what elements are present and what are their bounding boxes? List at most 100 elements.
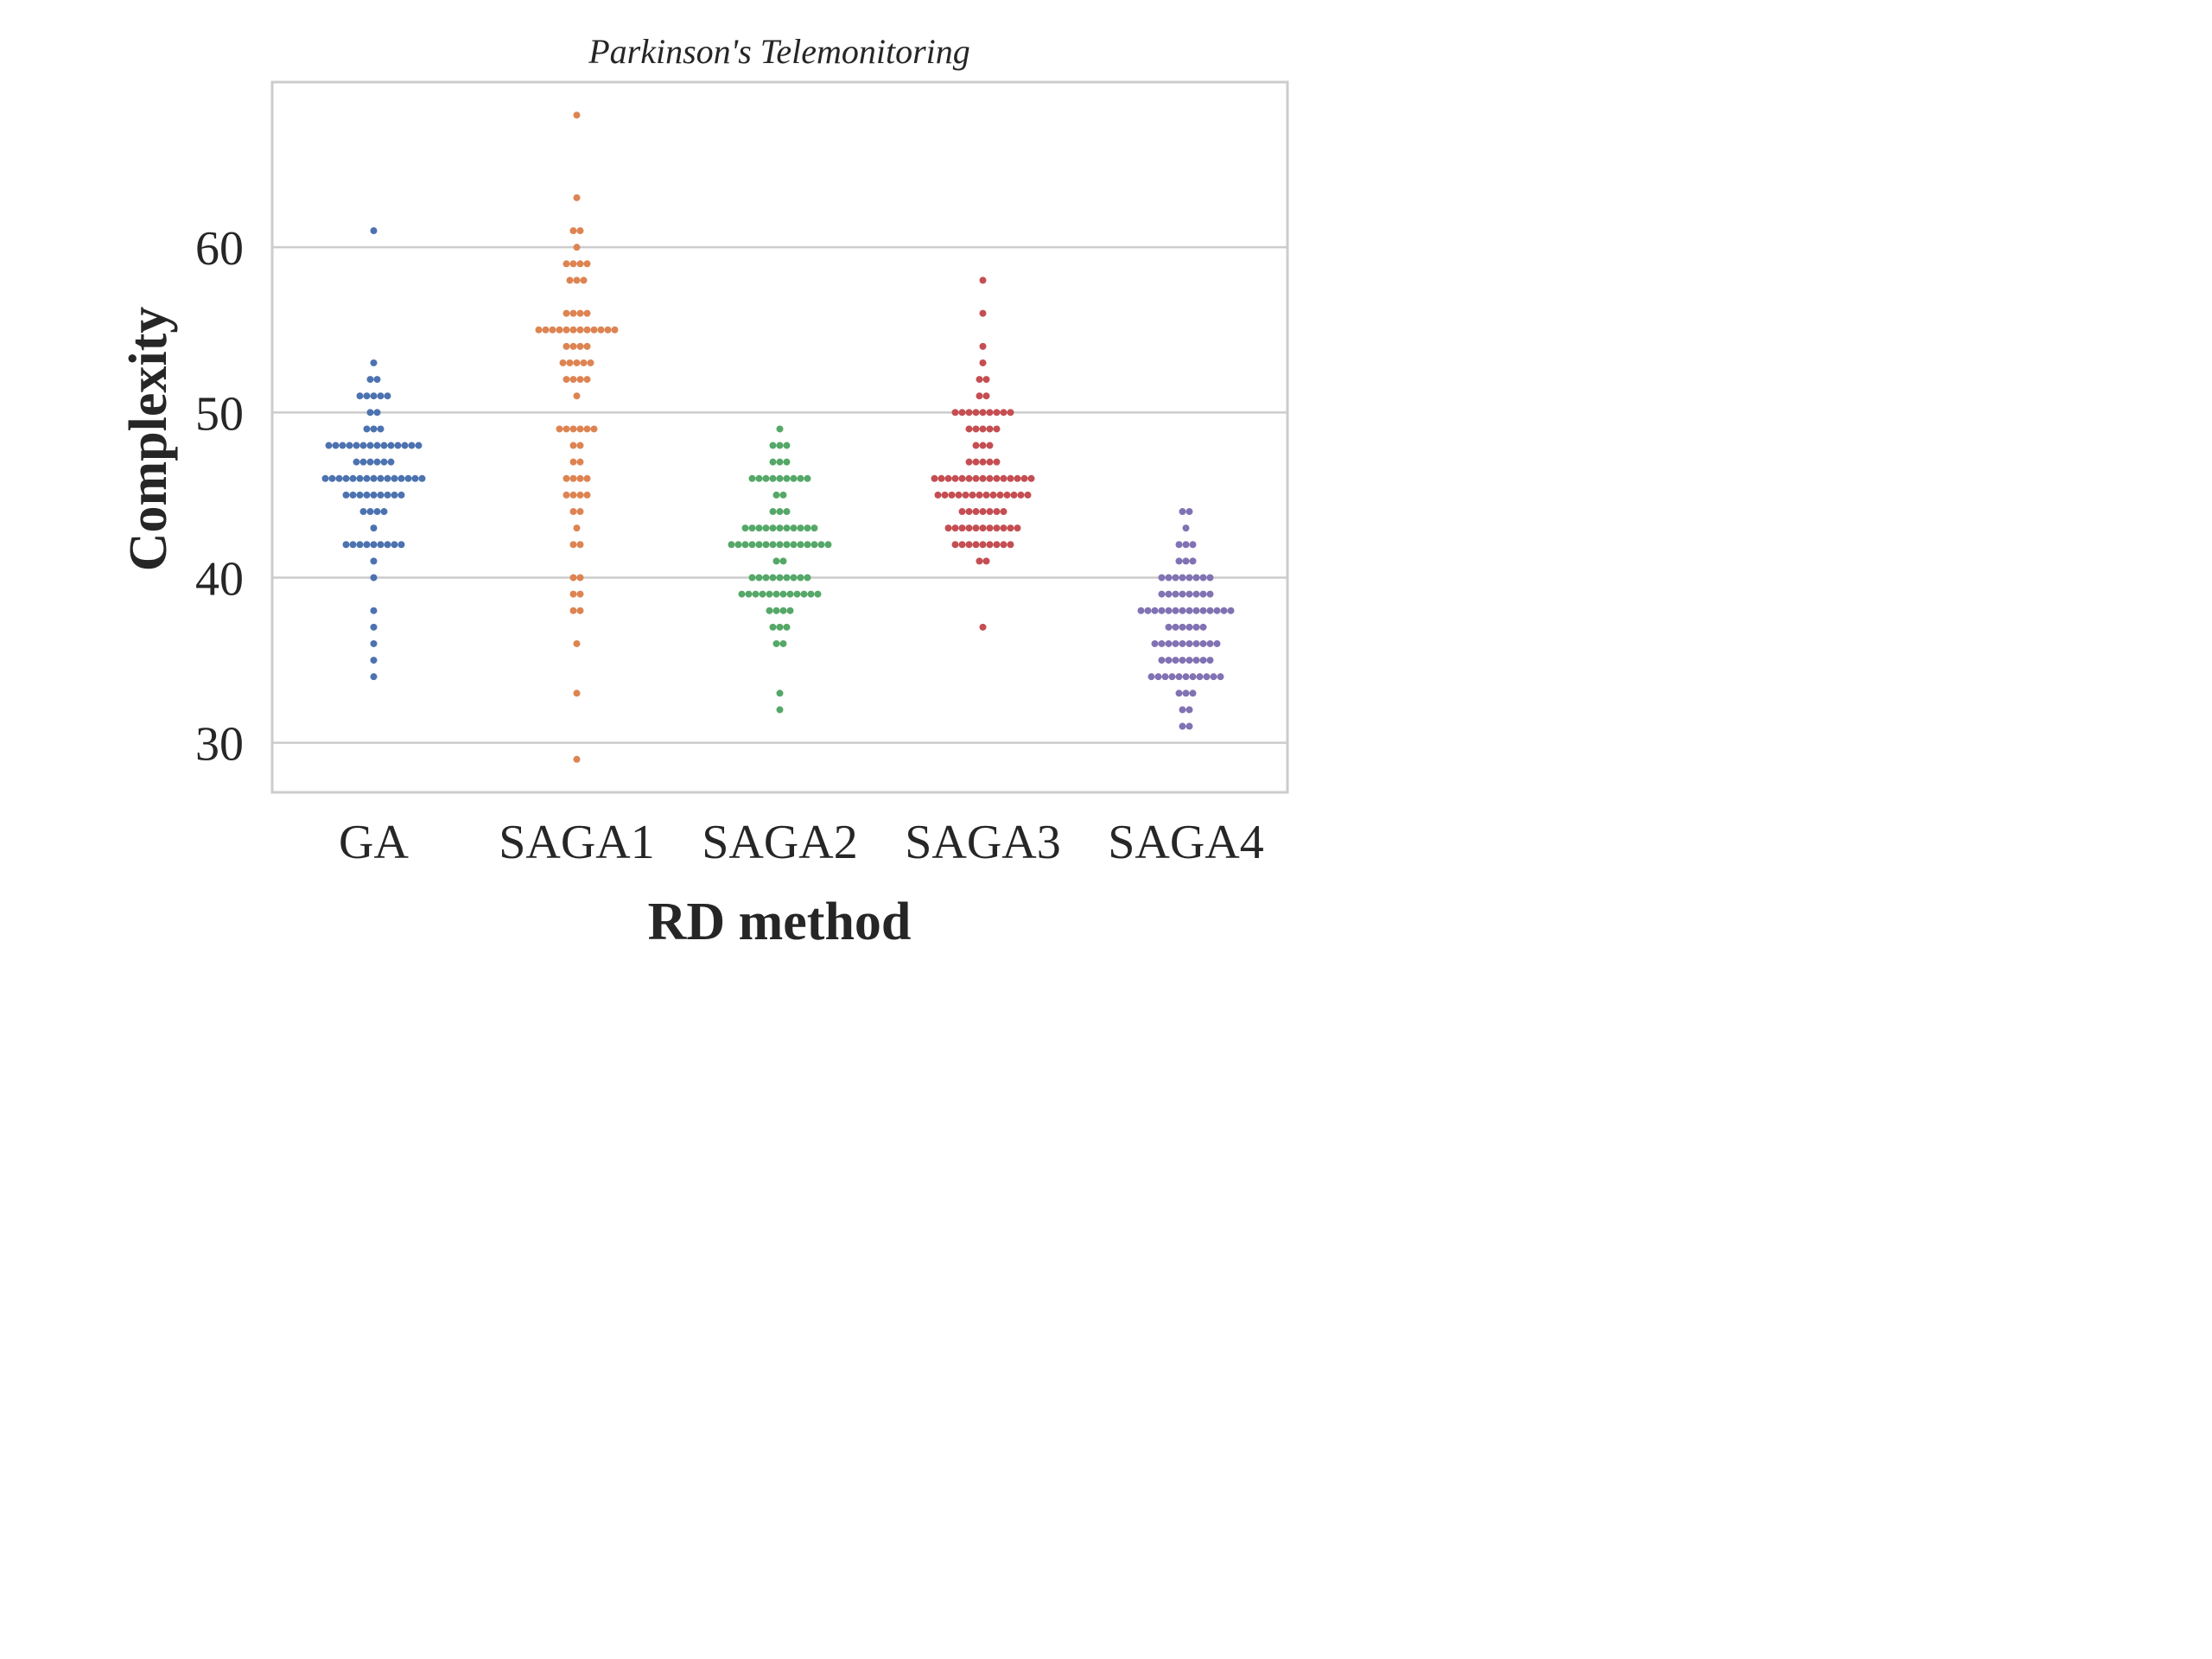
point-ga-48 — [373, 442, 381, 449]
point-saga4-38 — [1179, 607, 1186, 614]
point-saga3-42 — [965, 541, 973, 549]
point-saga3-53 — [979, 359, 987, 366]
point-saga1-46 — [583, 474, 591, 482]
point-saga4-39 — [1165, 590, 1173, 598]
point-ga-42 — [363, 541, 371, 549]
point-saga2-39 — [779, 590, 787, 598]
point-saga4-34 — [1203, 673, 1211, 681]
point-saga3-46 — [1000, 474, 1007, 482]
point-ga-46 — [335, 474, 343, 482]
point-saga1-45 — [569, 491, 577, 499]
point-saga1-61 — [569, 227, 577, 235]
point-saga4-36 — [1179, 639, 1186, 647]
point-saga1-48 — [569, 442, 577, 449]
point-saga2-43 — [748, 524, 756, 532]
point-saga3-45 — [962, 491, 969, 499]
x-axis-title: RD method — [648, 893, 912, 951]
y-tick-label-30: 30 — [195, 718, 244, 772]
point-ga-49 — [377, 425, 385, 433]
point-ga-41 — [370, 557, 378, 565]
point-saga4-37 — [1185, 623, 1193, 631]
point-saga4-36 — [1165, 639, 1173, 647]
swarm-plot: Parkinson's Telemonitoring 30 40 50 60 GA SA… — [119, 32, 1289, 951]
point-saga1-58 — [566, 276, 574, 284]
point-ga-47 — [373, 458, 381, 466]
point-saga1-45 — [576, 491, 584, 499]
point-saga1-46 — [563, 474, 570, 482]
point-saga4-40 — [1179, 574, 1186, 582]
point-saga2-43 — [783, 524, 791, 532]
point-ga-46 — [349, 474, 357, 482]
point-ga-42 — [384, 541, 391, 549]
point-saga1-42 — [569, 541, 577, 549]
point-saga2-43 — [804, 524, 811, 532]
point-saga4-41 — [1175, 557, 1183, 565]
point-saga3-43 — [986, 524, 994, 532]
point-ga-42 — [377, 541, 385, 549]
point-saga1-53 — [559, 359, 567, 366]
point-saga4-38 — [1172, 607, 1179, 614]
point-saga2-39 — [745, 590, 753, 598]
point-ga-48 — [408, 442, 416, 449]
point-saga4-39 — [1199, 590, 1207, 598]
point-saga3-45 — [982, 491, 990, 499]
point-saga1-52 — [576, 376, 584, 384]
point-ga-46 — [397, 474, 405, 482]
point-saga4-34 — [1175, 673, 1183, 681]
point-saga2-42 — [790, 541, 798, 549]
point-saga2-44 — [776, 508, 784, 516]
point-saga3-50 — [1000, 409, 1007, 416]
point-saga4-40 — [1158, 574, 1166, 582]
point-saga3-54 — [979, 342, 987, 350]
point-saga4-39 — [1192, 590, 1200, 598]
point-saga4-34 — [1210, 673, 1217, 681]
point-saga4-40 — [1192, 574, 1200, 582]
point-saga2-37 — [783, 623, 791, 631]
point-saga4-34 — [1168, 673, 1176, 681]
point-saga2-39 — [772, 590, 780, 598]
point-ga-48 — [366, 442, 374, 449]
point-saga1-54 — [583, 342, 591, 350]
point-saga4-34 — [1217, 673, 1224, 681]
point-saga1-53 — [573, 359, 581, 366]
point-saga4-32 — [1185, 706, 1193, 714]
point-ga-50 — [366, 409, 374, 416]
point-saga3-47 — [993, 458, 1001, 466]
point-saga2-39 — [807, 590, 815, 598]
point-saga2-42 — [804, 541, 811, 549]
point-saga2-46 — [776, 474, 784, 482]
point-saga3-52 — [982, 376, 990, 384]
point-saga1-40 — [569, 574, 577, 582]
point-ga-49 — [370, 425, 378, 433]
point-saga1-46 — [576, 474, 584, 482]
point-saga3-49 — [972, 425, 980, 433]
point-saga3-45 — [969, 491, 976, 499]
point-saga3-46 — [1020, 474, 1028, 482]
point-saga2-39 — [800, 590, 808, 598]
point-saga1-39 — [576, 590, 584, 598]
point-saga4-38 — [1227, 607, 1235, 614]
point-ga-44 — [373, 508, 381, 516]
point-saga3-44 — [979, 508, 987, 516]
point-saga1-33 — [573, 690, 581, 697]
y-tick-label-50: 50 — [195, 387, 244, 441]
point-saga2-48 — [783, 442, 791, 449]
point-saga1-53 — [566, 359, 574, 366]
point-saga1-38 — [569, 607, 577, 614]
point-ga-40 — [370, 574, 378, 582]
point-saga3-43 — [958, 524, 966, 532]
point-saga1-36 — [573, 639, 581, 647]
point-ga-46 — [384, 474, 391, 482]
point-saga4-40 — [1185, 574, 1193, 582]
point-saga2-46 — [762, 474, 770, 482]
point-saga4-43 — [1182, 524, 1190, 532]
point-saga3-44 — [965, 508, 973, 516]
point-saga3-44 — [986, 508, 994, 516]
point-ga-42 — [397, 541, 405, 549]
point-saga3-43 — [951, 524, 959, 532]
point-saga4-37 — [1165, 623, 1173, 631]
point-saga3-47 — [986, 458, 994, 466]
point-saga3-46 — [931, 474, 938, 482]
point-ga-46 — [377, 474, 385, 482]
point-saga4-38 — [1213, 607, 1221, 614]
